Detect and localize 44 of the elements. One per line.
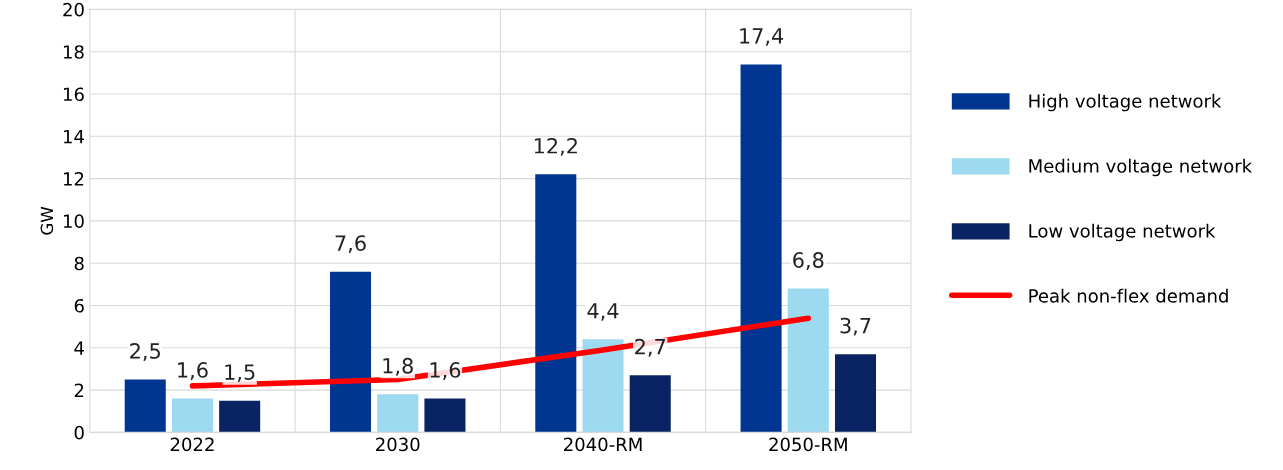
data-label: 4,4 (587, 303, 619, 321)
data-label: 2,7 (635, 338, 666, 357)
y-tick-label: 10 (63, 214, 84, 229)
y-tick-label: 16 (63, 87, 84, 102)
legend-label: High voltage network (1029, 93, 1222, 112)
bar (124, 379, 166, 433)
y-tick-label: 8 (74, 256, 84, 271)
data-label: 2,5 (130, 343, 160, 361)
data-label: 1,8 (383, 357, 413, 376)
legend-label: Peak non-flex demand (1029, 288, 1228, 303)
data-label: 1,6 (178, 362, 208, 380)
y-tick-label: 0 (74, 425, 84, 440)
x-tick-label: 2030 (376, 437, 420, 452)
legend-label: Low voltage network (1029, 223, 1216, 242)
bar (629, 375, 671, 433)
bar (171, 398, 213, 433)
y-tick-label: 18 (63, 45, 84, 59)
data-label: 17,4 (740, 28, 784, 46)
bar (582, 339, 624, 433)
data-label: 1,6 (430, 362, 461, 380)
y-axis-title: GW (40, 206, 54, 235)
y-tick-label: 4 (74, 341, 84, 355)
y-tick-label: 6 (74, 298, 84, 313)
y-tick-label: 2 (74, 383, 84, 397)
y-tick-label: 14 (63, 130, 84, 144)
x-tick-label: 2022 (170, 437, 214, 452)
bar (424, 398, 466, 433)
bar (787, 288, 829, 433)
x-tick-label: 2050-RM (769, 437, 847, 452)
data-label: 12,2 (534, 137, 577, 156)
legend-label: Medium voltage network (1029, 158, 1253, 177)
bar (740, 64, 782, 433)
bar (834, 354, 877, 433)
data-label: 3,7 (840, 317, 871, 336)
y-tick-label: 12 (63, 172, 84, 186)
data-label: 7,6 (335, 235, 366, 254)
data-label: 6,8 (793, 252, 824, 270)
bar (329, 271, 372, 433)
data-label: 1,5 (225, 364, 255, 383)
y-tick-label: 20 (63, 2, 84, 17)
bar (377, 394, 419, 433)
x-tick-label: 2040-RM (564, 437, 642, 452)
bar (219, 400, 261, 433)
bar (535, 174, 577, 433)
